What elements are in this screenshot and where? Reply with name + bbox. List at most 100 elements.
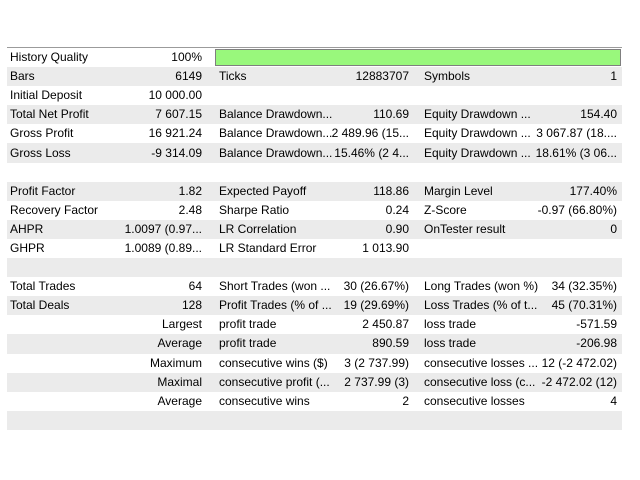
table-row: Average profit trade 890.59 loss trade -… <box>7 334 622 354</box>
metric-value-col3: -206.98 <box>576 336 617 351</box>
metric-value-col3: 34 (32.35%) <box>551 279 617 294</box>
metric-value-col3: -0.97 (66.80%) <box>537 202 617 217</box>
metric-label-col3: consecutive losses <box>424 393 525 408</box>
metric-label-col1: History Quality <box>10 50 89 65</box>
table-row: Average consecutive wins 2 consecutive l… <box>7 391 622 411</box>
table-row: Largest profit trade 2 450.87 loss trade… <box>7 315 622 335</box>
metric-value-col1: Average <box>157 393 202 408</box>
metric-value-col3: -571.59 <box>576 317 617 332</box>
metric-label-col2: Short Trades (won ... <box>219 279 331 294</box>
metric-label-col3: consecutive losses ... <box>424 355 539 370</box>
metric-label-col2: Balance Drawdown... <box>219 145 333 160</box>
metric-value-col3: 3 067.87 (18.... <box>536 126 617 141</box>
metric-value-col3: -2 472.02 (12) <box>541 374 617 389</box>
table-row: Total Net Profit 7 607.15 Balance Drawdo… <box>7 105 622 125</box>
metric-label-col2: Ticks <box>219 69 247 84</box>
metric-label-col3: Loss Trades (% of t... <box>424 298 538 313</box>
metric-value-col3: 177.40% <box>569 183 617 198</box>
metric-label-col3: Symbols <box>424 69 471 84</box>
metric-label-col2: profit trade <box>219 317 277 332</box>
metric-value-col3: 0 <box>610 221 617 236</box>
table-row: GHPR 1.0089 (0.89... LR Standard Error 1… <box>7 238 622 259</box>
metric-label-col1: Total Net Profit <box>10 107 89 122</box>
metric-value-col2: 15.46% (2 4... <box>334 145 409 160</box>
metric-label-col3: OnTester result <box>424 221 506 236</box>
metric-label-col2: Sharpe Ratio <box>219 202 290 217</box>
metric-label-col1: AHPR <box>10 221 44 236</box>
table-row: Gross Profit 16 921.24 Balance Drawdown.… <box>7 124 622 144</box>
metric-value-col2: 2 737.99 (3) <box>344 374 409 389</box>
metric-value-col1: 100% <box>171 50 202 65</box>
metric-label-col1: Total Deals <box>10 298 70 313</box>
metric-label-col2: Expected Payoff <box>219 183 307 198</box>
metric-label-col2: profit trade <box>219 336 277 351</box>
metric-value-col2: 19 (29.69%) <box>343 298 409 313</box>
metric-value-col2: 0.24 <box>385 202 409 217</box>
metric-label-col1: Profit Factor <box>10 183 76 198</box>
metric-label-col3: consecutive loss (c... <box>424 374 536 389</box>
metric-label-col3: Equity Drawdown ... <box>424 145 531 160</box>
table-row: History Quality 100% <box>7 48 622 68</box>
metric-value-col1: Maximal <box>157 374 202 389</box>
metric-label-col2: consecutive wins <box>219 393 310 408</box>
metric-label-col3: Equity Drawdown ... <box>424 126 531 141</box>
metric-value-col3: 45 (70.31%) <box>551 298 617 313</box>
metric-value-col1: Largest <box>161 317 202 332</box>
metric-value-col3: 12 (-2 472.02) <box>541 355 617 370</box>
table-row: Recovery Factor 2.48 Sharpe Ratio 0.24 Z… <box>7 200 622 220</box>
metric-value-col2: 0.90 <box>385 221 409 236</box>
metric-label-col2: Balance Drawdown... <box>219 107 333 122</box>
metric-value-col1: Average <box>157 336 202 351</box>
metric-value-col3: 154.40 <box>580 107 617 122</box>
table-row: Profit Factor 1.82 Expected Payoff 118.8… <box>7 181 622 201</box>
metric-label-col1: Total Trades <box>10 279 76 294</box>
metric-label-col2: consecutive wins ($) <box>219 355 328 370</box>
metric-value-col2: 2 450.87 <box>362 317 409 332</box>
metric-value-col3: 18.61% (3 06... <box>535 145 617 160</box>
metric-value-col1: 1.0089 (0.89... <box>124 240 202 255</box>
metric-label-col2: Profit Trades (% of ... <box>219 298 332 313</box>
table-row: Initial Deposit 10 000.00 <box>7 86 622 106</box>
metric-label-col3: Z-Score <box>424 202 467 217</box>
metric-value-col2: 2 <box>402 393 409 408</box>
metric-label-col2: LR Correlation <box>219 221 297 236</box>
metric-value-col2: 110.69 <box>373 107 409 122</box>
metric-label-col1: Bars <box>10 69 35 84</box>
metric-value-col1: 64 <box>188 279 202 294</box>
table-row <box>7 162 622 182</box>
metric-value-col1: 1.82 <box>178 183 202 198</box>
metric-value-col1: 6149 <box>175 69 202 84</box>
metric-value-col3: 4 <box>610 393 617 408</box>
metric-value-col1: Maximum <box>149 355 202 370</box>
metric-value-col1: -9 314.09 <box>151 145 202 160</box>
metric-value-col2: 30 (26.67%) <box>343 279 409 294</box>
metric-label-col3: loss trade <box>424 336 477 351</box>
backtest-report-table: History Quality 100% Bars 6149 Ticks 128… <box>7 48 622 430</box>
table-row: Gross Loss -9 314.09 Balance Drawdown...… <box>7 143 622 163</box>
table-row: AHPR 1.0097 (0.97... LR Correlation 0.90… <box>7 219 622 239</box>
metric-value-col2: 118.86 <box>373 183 409 198</box>
table-row <box>7 258 622 278</box>
table-row: Maximum consecutive wins ($) 3 (2 737.99… <box>7 353 622 373</box>
table-row: Maximal consecutive profit (... 2 737.99… <box>7 372 622 392</box>
metric-label-col3: Equity Drawdown ... <box>424 107 531 122</box>
metric-value-col2: 2 489.96 (15... <box>331 126 409 141</box>
metric-label-col3: Long Trades (won %) <box>424 279 539 294</box>
metric-label-col2: Balance Drawdown... <box>219 126 333 141</box>
metric-value-col1: 2.48 <box>178 202 202 217</box>
metric-label-col2: LR Standard Error <box>219 240 317 255</box>
metric-label-col3: Margin Level <box>424 183 493 198</box>
history-quality-bar <box>215 49 621 66</box>
metric-value-col1: 10 000.00 <box>148 88 202 103</box>
table-row <box>7 410 622 430</box>
metric-label-col1: Recovery Factor <box>10 202 99 217</box>
metric-value-col2: 3 (2 737.99) <box>344 355 409 370</box>
table-row: Total Deals 128 Profit Trades (% of ... … <box>7 296 622 316</box>
metric-value-col1: 1.0097 (0.97... <box>124 221 202 236</box>
metric-value-col2: 1 013.90 <box>362 240 409 255</box>
metric-label-col2: consecutive profit (... <box>219 374 330 389</box>
table-top-border <box>7 47 622 48</box>
metric-label-col1: Initial Deposit <box>10 88 83 103</box>
metric-value-col2: 12883707 <box>355 69 409 84</box>
